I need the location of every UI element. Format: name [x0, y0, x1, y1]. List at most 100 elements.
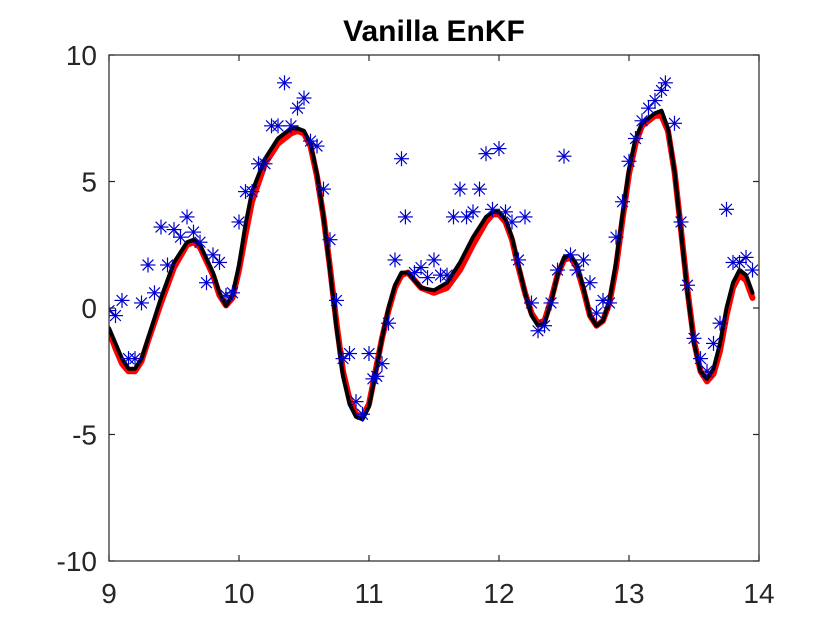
observation-marker — [134, 295, 149, 311]
observation-marker — [657, 75, 673, 91]
observation-marker — [420, 270, 435, 286]
observation-marker — [173, 229, 188, 245]
x-tick-label: 9 — [101, 578, 117, 609]
observation-marker — [140, 257, 156, 273]
observation-marker — [316, 181, 331, 197]
observation-marker — [511, 252, 526, 268]
y-tick-label: 0 — [81, 293, 97, 324]
observation-marker — [303, 133, 318, 149]
observation-marker — [699, 363, 715, 379]
chart-title: Vanilla EnKF — [343, 15, 525, 48]
observation-marker — [647, 93, 663, 109]
observation-marker — [439, 267, 455, 283]
observation-marker — [582, 275, 598, 291]
x-tick-label: 11 — [354, 578, 383, 609]
observation-marker — [205, 247, 221, 263]
y-axis: 10 5 0 -5 -10 — [57, 40, 759, 577]
series-layer — [109, 75, 759, 422]
y-tick-label: 5 — [81, 167, 97, 198]
y-tick-label: -5 — [72, 420, 97, 451]
observation-marker — [621, 153, 637, 169]
x-tick-label: 14 — [743, 578, 774, 609]
observation-marker — [693, 351, 708, 367]
observation-marker — [537, 318, 552, 334]
observation-marker — [550, 262, 565, 278]
observation-marker — [394, 151, 409, 167]
observation-marker — [296, 90, 312, 106]
observation-marker — [673, 214, 689, 230]
observation-marker — [706, 335, 721, 351]
observation-marker — [686, 330, 702, 346]
observation-marker — [218, 287, 234, 303]
observation-marker — [322, 232, 338, 248]
observation-marker — [452, 181, 468, 197]
x-tick-label: 12 — [483, 578, 514, 609]
observation-marker — [244, 184, 260, 200]
observation-marker — [348, 394, 364, 410]
observation-marker — [329, 292, 344, 308]
x-axis: 9 10 11 12 13 14 — [101, 55, 775, 609]
y-tick-label: -10 — [57, 546, 97, 577]
observation-marker — [628, 130, 643, 146]
observation-marker — [478, 146, 494, 162]
observation-marker — [446, 209, 461, 225]
observation-marker — [192, 234, 208, 250]
observation-marker — [680, 277, 695, 293]
observation-marker — [738, 249, 754, 265]
observation-marker — [569, 262, 585, 278]
observation-marker — [472, 181, 487, 197]
observation-marker — [270, 118, 286, 134]
observation-marker — [166, 222, 182, 238]
observation-marker — [231, 214, 247, 230]
observation-marker — [465, 204, 481, 220]
observation-marker — [109, 308, 123, 324]
observation-marker — [634, 113, 650, 129]
observation-marker — [160, 257, 175, 273]
x-tick-label: 10 — [223, 578, 254, 609]
observation-marker — [413, 260, 429, 276]
observation-marker — [109, 303, 117, 319]
observation-marker — [517, 209, 533, 225]
observation-marker — [524, 295, 539, 311]
observation-marker — [397, 209, 413, 225]
observation-marker — [257, 156, 273, 172]
observation-marker — [654, 82, 669, 98]
observation-marker — [127, 351, 143, 367]
observation-marker — [563, 247, 578, 263]
observation-marker — [199, 275, 214, 291]
observation-marker — [212, 254, 227, 270]
observation-marker — [381, 315, 396, 331]
observation-marker — [608, 229, 624, 245]
observation-marker — [667, 115, 682, 131]
observation-marker — [374, 356, 390, 372]
observation-marker — [309, 138, 325, 154]
observation-marker — [355, 406, 370, 422]
axes-background — [109, 55, 759, 561]
observation-marker — [179, 209, 195, 225]
series-line-black — [109, 108, 755, 422]
observation-marker — [576, 252, 591, 268]
observation-marker — [225, 285, 240, 301]
observation-marker — [719, 201, 734, 217]
observation-marker — [556, 148, 572, 164]
observation-marker — [498, 204, 513, 220]
observation-marker — [602, 295, 617, 311]
observation-marker — [186, 224, 201, 240]
observation-marker — [153, 219, 169, 235]
observation-marker — [504, 214, 520, 230]
y-tick-label: 10 — [66, 40, 97, 71]
observation-marker — [147, 285, 162, 301]
observation-marker — [615, 194, 630, 210]
observation-marker — [365, 371, 381, 387]
observation-marker — [589, 305, 604, 321]
observation-marker — [712, 315, 728, 331]
observation-marker — [342, 346, 357, 362]
observation-marker — [426, 252, 442, 268]
plot-area — [108, 54, 760, 562]
observation-marker — [745, 262, 759, 278]
observation-marker — [485, 201, 500, 217]
observation-marker — [369, 368, 385, 384]
observation-marker — [641, 100, 656, 116]
observation-marker — [283, 118, 299, 134]
